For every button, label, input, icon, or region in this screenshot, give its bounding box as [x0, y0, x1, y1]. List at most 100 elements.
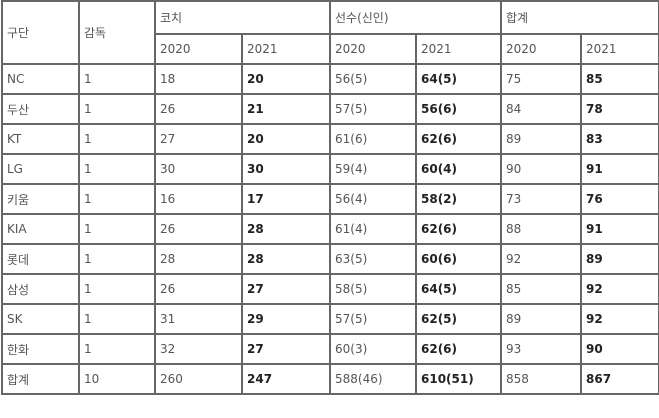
cell-players2021: 610(51): [415, 363, 502, 395]
cell-coach2020: 27: [154, 123, 243, 155]
cell-team: 키움: [1, 183, 80, 215]
header-coach-2021: 2021: [241, 33, 331, 65]
cell-team: LG: [1, 153, 80, 185]
cell-coach2021: 21: [241, 93, 331, 125]
cell-coach2021: 29: [241, 303, 331, 335]
header-total-2020: 2020: [500, 33, 582, 65]
cell-total2021: 91: [580, 213, 659, 245]
cell-total2020: 89: [500, 303, 582, 335]
cell-team: 합계: [1, 363, 80, 395]
cell-players2020: 588(46): [329, 363, 417, 395]
cell-coach2020: 26: [154, 93, 243, 125]
cell-coach2020: 28: [154, 243, 243, 275]
table-row: 키움 1 16 17 56(4) 58(2) 73 76: [1, 183, 659, 215]
staff-table: 구단 감독 코치 선수(신인) 합계 2020 2021 2020 2021 2…: [1, 0, 659, 395]
header-coach: 코치: [154, 0, 331, 35]
cell-coach2020: 26: [154, 273, 243, 305]
cell-manager: 1: [78, 333, 156, 365]
cell-total2021: 92: [580, 303, 659, 335]
cell-players2020: 58(5): [329, 273, 417, 305]
cell-coach2021: 27: [241, 273, 331, 305]
cell-total2021: 78: [580, 93, 659, 125]
cell-total2020: 92: [500, 243, 582, 275]
table-row: 한화 1 32 27 60(3) 62(6) 93 90: [1, 333, 659, 365]
table-row: SK 1 31 29 57(5) 62(5) 89 92: [1, 303, 659, 335]
cell-players2021: 58(2): [415, 183, 502, 215]
cell-players2021: 62(5): [415, 303, 502, 335]
cell-manager: 1: [78, 123, 156, 155]
cell-coach2020: 260: [154, 363, 243, 395]
cell-manager: 1: [78, 153, 156, 185]
cell-coach2021: 20: [241, 63, 331, 95]
cell-players2020: 61(4): [329, 213, 417, 245]
cell-manager: 1: [78, 243, 156, 275]
cell-players2020: 60(3): [329, 333, 417, 365]
cell-players2020: 57(5): [329, 93, 417, 125]
cell-total2021: 90: [580, 333, 659, 365]
cell-total2020: 90: [500, 153, 582, 185]
cell-coach2021: 20: [241, 123, 331, 155]
header-team: 구단: [1, 0, 80, 65]
cell-team: 롯데: [1, 243, 80, 275]
table-row: NC 1 18 20 56(5) 64(5) 75 85: [1, 63, 659, 95]
cell-total2020: 89: [500, 123, 582, 155]
cell-total2021: 83: [580, 123, 659, 155]
header-players-2021: 2021: [415, 33, 502, 65]
cell-manager: 10: [78, 363, 156, 395]
cell-team: NC: [1, 63, 80, 95]
header-year-row: 2020 2021 2020 2021 2020 2021: [2, 33, 659, 65]
cell-team: 한화: [1, 333, 80, 365]
cell-total2020: 73: [500, 183, 582, 215]
table-row: KT 1 27 20 61(6) 62(6) 89 83: [1, 123, 659, 155]
table-row: 두산 1 26 21 57(5) 56(6) 84 78: [1, 93, 659, 125]
header-total: 합계: [500, 0, 659, 35]
header-coach-2020: 2020: [154, 33, 243, 65]
header-players: 선수(신인): [329, 0, 502, 35]
cell-manager: 1: [78, 303, 156, 335]
cell-total2021: 76: [580, 183, 659, 215]
cell-total2020: 88: [500, 213, 582, 245]
cell-players2021: 62(6): [415, 213, 502, 245]
cell-total2020: 93: [500, 333, 582, 365]
cell-coach2021: 28: [241, 213, 331, 245]
cell-manager: 1: [78, 213, 156, 245]
cell-team: KIA: [1, 213, 80, 245]
cell-players2021: 64(5): [415, 273, 502, 305]
cell-players2021: 60(4): [415, 153, 502, 185]
cell-coach2021: 17: [241, 183, 331, 215]
table-row: 롯데 1 28 28 63(5) 60(6) 92 89: [1, 243, 659, 275]
cell-team: SK: [1, 303, 80, 335]
cell-players2021: 62(6): [415, 123, 502, 155]
cell-players2020: 63(5): [329, 243, 417, 275]
cell-manager: 1: [78, 273, 156, 305]
header-row: 구단 감독 코치 선수(신인) 합계: [1, 0, 659, 65]
cell-players2021: 60(6): [415, 243, 502, 275]
cell-players2020: 59(4): [329, 153, 417, 185]
cell-team: 삼성: [1, 273, 80, 305]
cell-coach2020: 30: [154, 153, 243, 185]
cell-coach2021: 27: [241, 333, 331, 365]
table-row: LG 1 30 30 59(4) 60(4) 90 91: [1, 153, 659, 185]
cell-total2021: 92: [580, 273, 659, 305]
table-row: KIA 1 26 28 61(4) 62(6) 88 91: [1, 213, 659, 245]
table-row: 삼성 1 26 27 58(5) 64(5) 85 92: [1, 273, 659, 305]
cell-coach2021: 247: [241, 363, 331, 395]
cell-players2020: 57(5): [329, 303, 417, 335]
cell-coach2020: 32: [154, 333, 243, 365]
cell-players2020: 56(4): [329, 183, 417, 215]
cell-coach2020: 26: [154, 213, 243, 245]
cell-players2021: 62(6): [415, 333, 502, 365]
cell-players2021: 64(5): [415, 63, 502, 95]
cell-coach2021: 28: [241, 243, 331, 275]
header-players-2020: 2020: [329, 33, 417, 65]
cell-total2020: 84: [500, 93, 582, 125]
cell-team: 두산: [1, 93, 80, 125]
cell-total2021: 85: [580, 63, 659, 95]
cell-total2020: 85: [500, 273, 582, 305]
cell-total2020: 858: [500, 363, 582, 395]
cell-manager: 1: [78, 93, 156, 125]
header-total-2021: 2021: [580, 33, 659, 65]
cell-coach2020: 16: [154, 183, 243, 215]
cell-manager: 1: [78, 63, 156, 95]
cell-total2021: 89: [580, 243, 659, 275]
